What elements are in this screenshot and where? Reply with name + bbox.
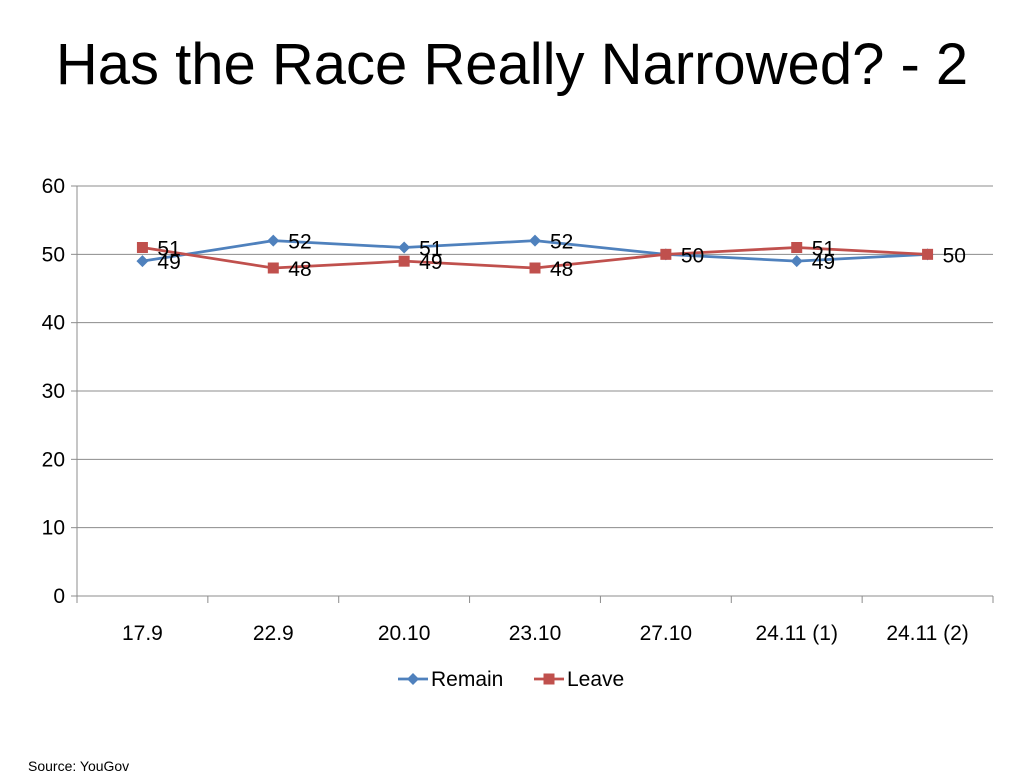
data-point-leave bbox=[922, 248, 934, 260]
y-tick-labels: 0 10 20 30 40 50 60 bbox=[42, 175, 65, 608]
legend-item-remain: Remain bbox=[398, 668, 503, 691]
data-label-remain: 49 bbox=[812, 251, 835, 274]
data-label-leave: 51 bbox=[812, 238, 835, 261]
legend: Remain Leave bbox=[398, 668, 624, 691]
data-point-leave bbox=[398, 255, 410, 267]
data-point-leave bbox=[660, 248, 672, 260]
x-tick-label: 24.11 (1) bbox=[755, 622, 838, 645]
data-point-leave bbox=[267, 262, 279, 274]
legend-swatch-marker bbox=[407, 673, 419, 685]
series-group bbox=[136, 234, 934, 274]
data-label-remain: 52 bbox=[550, 231, 573, 254]
data-point-leave bbox=[791, 242, 803, 253]
y-tick-label: 0 bbox=[53, 585, 65, 608]
x-tick-labels: 17.9 22.9 20.10 23.10 27.10 24.11 (1) 24.11 (2… bbox=[122, 622, 969, 645]
data-label-leave: 51 bbox=[157, 238, 180, 261]
legend-swatch-marker bbox=[543, 673, 555, 685]
x-tick-label: 24.11 (2) bbox=[886, 622, 969, 645]
data-label-remain: 51 bbox=[419, 238, 442, 261]
data-label-remain: 49 bbox=[157, 251, 180, 274]
data-point-remain bbox=[267, 234, 280, 247]
x-tick-label: 23.10 bbox=[509, 622, 562, 645]
y-tick-label: 40 bbox=[42, 312, 65, 335]
data-point-remain bbox=[790, 255, 803, 268]
gridlines bbox=[77, 185, 993, 529]
data-point-leave bbox=[136, 242, 148, 253]
data-label-remain: 52 bbox=[288, 231, 311, 254]
data-label-leave: 48 bbox=[288, 258, 311, 281]
data-label-leave: 50 bbox=[943, 244, 966, 267]
x-tick-label: 17.9 bbox=[122, 622, 163, 645]
legend-label: Remain bbox=[431, 668, 503, 691]
series-leave bbox=[136, 242, 934, 274]
data-label-leave: 49 bbox=[419, 251, 442, 274]
legend-item-leave: Leave bbox=[534, 668, 624, 691]
data-point-remain bbox=[136, 255, 149, 268]
axes bbox=[71, 185, 994, 603]
slide-title: Has the Race Really Narrowed? - 2 bbox=[55, 32, 969, 97]
data-point-remain bbox=[398, 241, 411, 254]
x-tick-label: 27.10 bbox=[640, 622, 693, 645]
y-tick-label: 30 bbox=[42, 380, 65, 403]
data-point-remain bbox=[529, 234, 541, 247]
x-tick-label: 20.10 bbox=[378, 622, 431, 645]
x-tick-label: 22.9 bbox=[253, 622, 294, 645]
data-label-leave: 50 bbox=[681, 244, 704, 267]
data-label-leave: 48 bbox=[550, 258, 573, 281]
y-tick-label: 10 bbox=[42, 517, 65, 540]
legend-label: Leave bbox=[567, 668, 624, 691]
y-tick-label: 60 bbox=[42, 175, 65, 198]
y-tick-label: 20 bbox=[42, 448, 65, 471]
y-tick-label: 50 bbox=[42, 243, 65, 266]
data-point-leave bbox=[529, 262, 541, 274]
source-note: Source: YouGov bbox=[28, 758, 130, 774]
